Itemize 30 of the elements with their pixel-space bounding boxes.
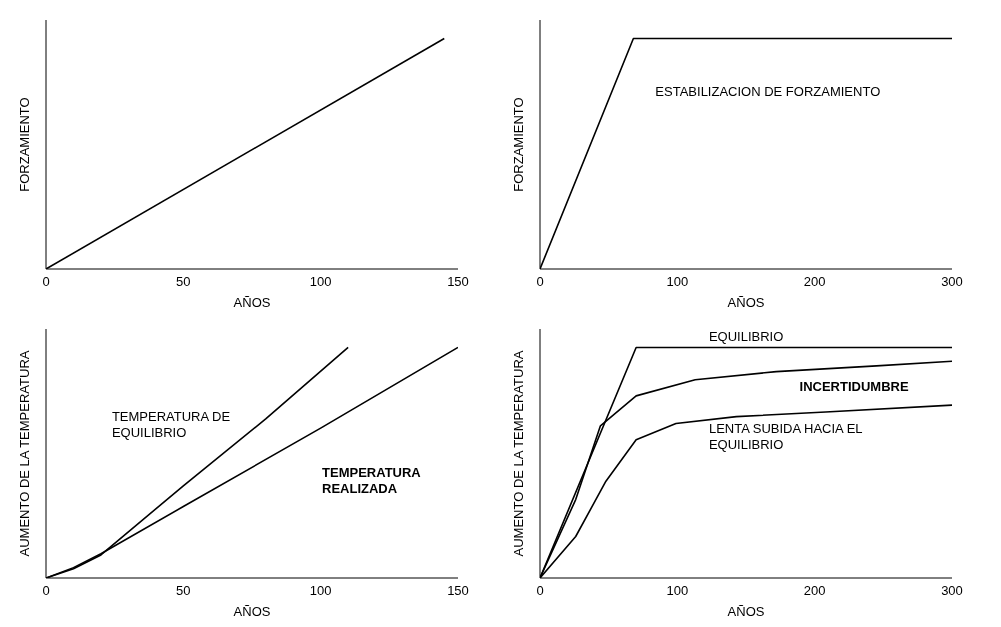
x-tick-label: 0 [536, 274, 544, 290]
x-tick-label: 0 [42, 274, 50, 290]
x-axis-title: AÑOS [727, 604, 765, 619]
x-axis-title: AÑOS [727, 295, 765, 310]
annotation: ESTABILIZACION DE FORZAMIENTO [655, 84, 881, 100]
x-tick-label: 300 [941, 274, 963, 290]
text: EQUILIBRIO [708, 328, 784, 344]
annotation: LENTA SUBIDA HACIA EL EQUILIBRIO [708, 420, 863, 452]
x-axis-title: AÑOS [233, 295, 271, 310]
annotation: INCERTIDUMBRE [799, 379, 909, 395]
x-tick-label: 150 [447, 274, 469, 290]
y-axis-title: AUMENTO DE LA TEMPERATURA [510, 350, 526, 557]
x-tick-label: 50 [176, 274, 191, 290]
annotation: TEMPERATURA REALIZADA [322, 464, 422, 496]
x-tick-label: 150 [447, 583, 469, 599]
x-tick-label: 200 [803, 583, 826, 599]
x-tick-label: 0 [42, 583, 50, 599]
x-tick-label: 200 [803, 274, 826, 290]
y-axis-title: FORZAMIENTO [16, 97, 32, 192]
x-tick-label: 50 [176, 583, 191, 599]
y-axis-title: FORZAMIENTO [510, 97, 526, 192]
x-tick-label: 100 [309, 583, 332, 599]
x-tick-label: 100 [309, 274, 332, 290]
x-tick-label: 100 [666, 583, 689, 599]
x-tick-label: 300 [941, 583, 963, 599]
x-axis-title: AÑOS [233, 604, 271, 619]
x-tick-label: 100 [666, 274, 689, 290]
annotation: TEMPERATURA DE EQUILIBRIO [111, 409, 231, 441]
y-axis-title: AUMENTO DE LA TEMPERATURA [16, 350, 32, 557]
x-tick-label: 0 [536, 583, 544, 599]
